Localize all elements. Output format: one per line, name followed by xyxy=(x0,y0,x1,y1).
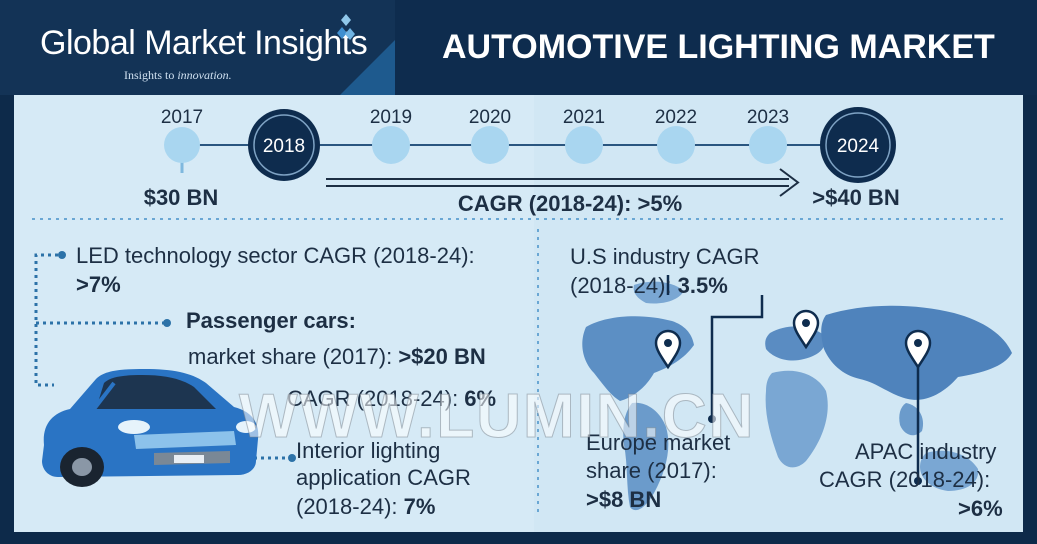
connectors xyxy=(32,218,1006,515)
year-label-2019: 2019 xyxy=(370,107,412,128)
cagr-label: CAGR (2018-24): >5% xyxy=(458,191,682,216)
pin-apac-icon xyxy=(904,329,932,370)
tagline: Insights to innovation. xyxy=(124,68,232,82)
diamond-icon xyxy=(337,14,355,40)
year-label-2024: 2024 xyxy=(837,136,880,157)
year-label-2022: 2022 xyxy=(655,107,697,128)
header-accent xyxy=(340,40,395,95)
year-label-2020: 2020 xyxy=(469,107,511,128)
led-cagr-label: LED technology sector CAGR (2018-24): xyxy=(76,243,475,268)
passenger-cars-title: Passenger cars: xyxy=(186,308,356,333)
year-dot-2022 xyxy=(657,126,695,164)
year-dot-2018 xyxy=(248,109,320,181)
timeline: 2017 2018 2019 2020 2021 2022 2023 2024 … xyxy=(144,107,900,216)
apac-line-2: CAGR (2018-24): xyxy=(819,467,991,492)
led-cagr-value: >7% xyxy=(76,272,121,297)
interior-line-3: (2018-24): 7% xyxy=(296,494,436,519)
europe-line-2: share (2017): xyxy=(586,458,717,483)
year-dot-2019 xyxy=(372,126,410,164)
year-label-2023: 2023 xyxy=(747,107,789,128)
world-map xyxy=(582,275,1012,511)
apac-line-1: APAC industry xyxy=(855,439,997,464)
year-label-2018: 2018 xyxy=(263,136,305,157)
year-label-2021: 2021 xyxy=(563,107,605,128)
apac-value: >6% xyxy=(958,496,1003,521)
end-value: >$40 BN xyxy=(812,185,899,210)
pin-europe-icon xyxy=(792,309,820,350)
page-title: AUTOMOTIVE LIGHTING MARKET xyxy=(442,28,995,66)
content-panel: 2017 2018 2019 2020 2021 2022 2023 2024 … xyxy=(14,95,1023,532)
passenger-cagr: CAGR (2018-24): 6% xyxy=(287,386,497,411)
year-dot-2024 xyxy=(820,107,896,183)
brand-name: Global Market Insights xyxy=(40,24,368,62)
year-dot-2017 xyxy=(164,127,200,163)
passenger-share: market share (2017): >$20 BN xyxy=(188,344,486,369)
logo: Global Market Insights Insights to innov… xyxy=(0,0,395,95)
europe-value: >$8 BN xyxy=(586,487,662,512)
pin-us-icon xyxy=(654,329,682,370)
europe-line-1: Europe market xyxy=(586,430,731,455)
year-dot-2023 xyxy=(749,126,787,164)
car-icon xyxy=(42,369,259,487)
interior-line-1: Interior lighting xyxy=(296,438,441,463)
year-dot-2020 xyxy=(471,126,509,164)
start-value: $30 BN xyxy=(144,185,219,210)
interior-line-2: application CAGR xyxy=(296,465,471,490)
us-cagr-label: U.S industry CAGR xyxy=(570,244,760,269)
us-cagr-line2: (2018-24): 3.5% xyxy=(570,273,728,298)
year-label-2017: 2017 xyxy=(161,107,203,128)
watermark: WWW.LUMIN.CN xyxy=(238,382,756,452)
header: Global Market Insights Insights to innov… xyxy=(0,0,1037,95)
year-dot-2021 xyxy=(565,126,603,164)
